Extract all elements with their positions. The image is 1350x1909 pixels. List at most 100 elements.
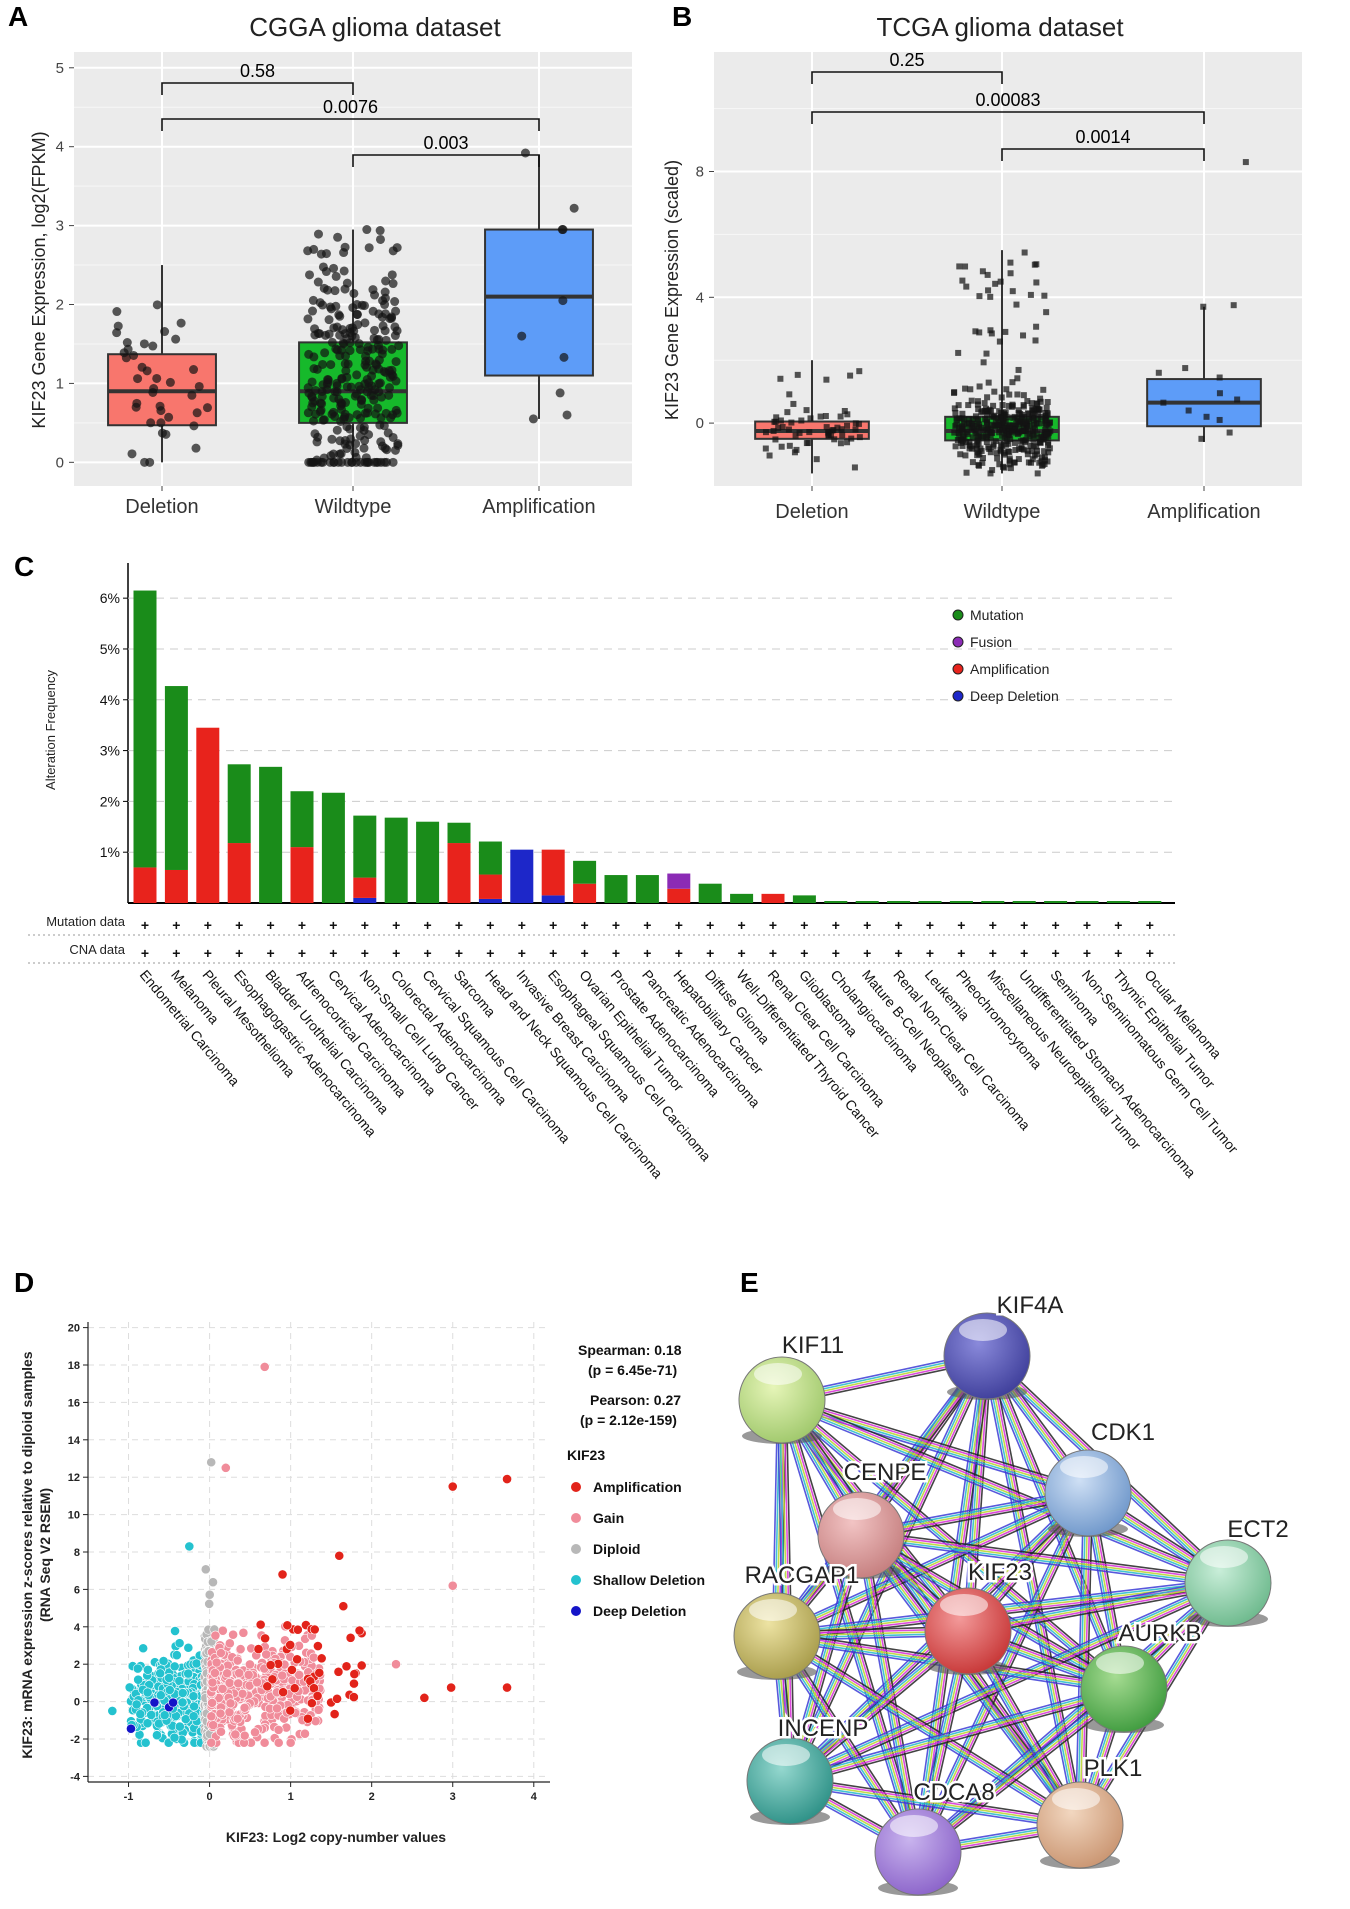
data-point [959, 442, 966, 449]
data-point [149, 384, 159, 394]
data-point [838, 426, 845, 433]
data-point [376, 437, 386, 447]
mutation-data-plus: + [863, 917, 871, 933]
data-point [1034, 447, 1041, 454]
data-point [991, 388, 998, 395]
data-point [851, 464, 858, 471]
cna-data-plus: + [361, 945, 369, 961]
data-point [380, 287, 390, 297]
data-point-shallow-deletion [169, 1732, 180, 1743]
cna-data-plus: + [581, 945, 589, 961]
data-point [999, 402, 1006, 409]
data-point [386, 313, 396, 323]
data-point [996, 426, 1003, 433]
data-point [384, 383, 394, 393]
data-point [1043, 421, 1050, 428]
data-point [316, 249, 326, 259]
data-point [996, 461, 1003, 468]
data-point [772, 418, 779, 425]
data-point-gain [277, 1670, 288, 1681]
data-point [951, 389, 958, 396]
data-point [786, 391, 793, 398]
cna-data-plus: + [1020, 945, 1028, 961]
data-point-gain [285, 1737, 296, 1748]
mutation-data-plus: + [518, 917, 526, 933]
data-point [1042, 427, 1049, 434]
data-point-amplification [502, 1474, 512, 1484]
data-point [1230, 302, 1237, 309]
data-point [967, 386, 974, 393]
mutation-data-plus: + [455, 917, 463, 933]
data-point [309, 416, 319, 426]
data-point [963, 429, 970, 436]
data-point [342, 334, 352, 344]
data-point [1033, 323, 1040, 330]
network-edge [863, 1531, 1085, 1823]
node-highlight [1200, 1546, 1248, 1568]
data-point [983, 434, 990, 441]
data-point [1005, 402, 1012, 409]
data-point [392, 408, 402, 418]
data-point [371, 359, 381, 369]
panel-d-pearson-p: (p = 2.12e-159) [580, 1412, 677, 1428]
data-point [313, 229, 323, 239]
data-point [332, 387, 342, 397]
data-point-gain [237, 1688, 248, 1699]
data-point-gain [238, 1627, 249, 1638]
significance-bracket [811, 71, 1003, 84]
data-point [777, 375, 784, 382]
data-point [1009, 288, 1016, 295]
data-point [1216, 416, 1223, 423]
network-edge [918, 1690, 1126, 1855]
data-point [848, 435, 855, 442]
y-tick-label: 2% [100, 793, 120, 809]
data-point [324, 315, 334, 325]
data-point-amplification [354, 1625, 365, 1636]
data-point-gain [207, 1677, 218, 1688]
data-point [557, 225, 567, 235]
data-point [187, 390, 197, 400]
network-edge [790, 1690, 1125, 1784]
data-point [1037, 398, 1044, 405]
data-point [307, 402, 317, 412]
data-point [388, 279, 398, 289]
data-point-shallow-deletion [171, 1650, 182, 1661]
data-point [384, 366, 394, 376]
mutation-data-plus: + [706, 917, 714, 933]
network-node-label: PLK1 [1084, 1755, 1143, 1782]
cna-data-plus: + [1146, 945, 1154, 961]
data-point-shallow-deletion [188, 1691, 199, 1702]
data-point-gain [391, 1659, 401, 1670]
data-point [972, 328, 979, 335]
data-point [319, 453, 329, 463]
data-point-gain [244, 1659, 255, 1670]
y-tick-label: 14 [68, 1435, 81, 1447]
data-point [192, 408, 202, 418]
data-point [1006, 461, 1013, 468]
panel-c-row-cna: CNA data [69, 942, 125, 957]
data-point [994, 455, 1001, 462]
panel-letter-d: D [14, 1267, 34, 1298]
data-point-amplification [262, 1681, 273, 1692]
data-point [123, 344, 133, 354]
y-tick-label: 18 [68, 1360, 80, 1372]
data-point [394, 341, 404, 351]
data-point [309, 364, 319, 374]
data-point [986, 445, 993, 452]
y-tick-label: 4 [56, 139, 64, 156]
panel-letter-c: C [14, 551, 34, 582]
node-highlight [890, 1815, 938, 1837]
data-point-gain [206, 1711, 217, 1722]
data-point [334, 310, 344, 320]
data-point [969, 416, 976, 423]
data-point [373, 457, 383, 467]
data-point [953, 421, 960, 428]
data-point-gain [261, 1649, 272, 1660]
data-point [967, 443, 974, 450]
data-point [999, 432, 1006, 439]
mutation-data-plus: + [1114, 917, 1122, 933]
data-point [953, 415, 960, 422]
data-point [338, 325, 348, 335]
data-point [963, 469, 970, 476]
data-point [305, 270, 315, 280]
